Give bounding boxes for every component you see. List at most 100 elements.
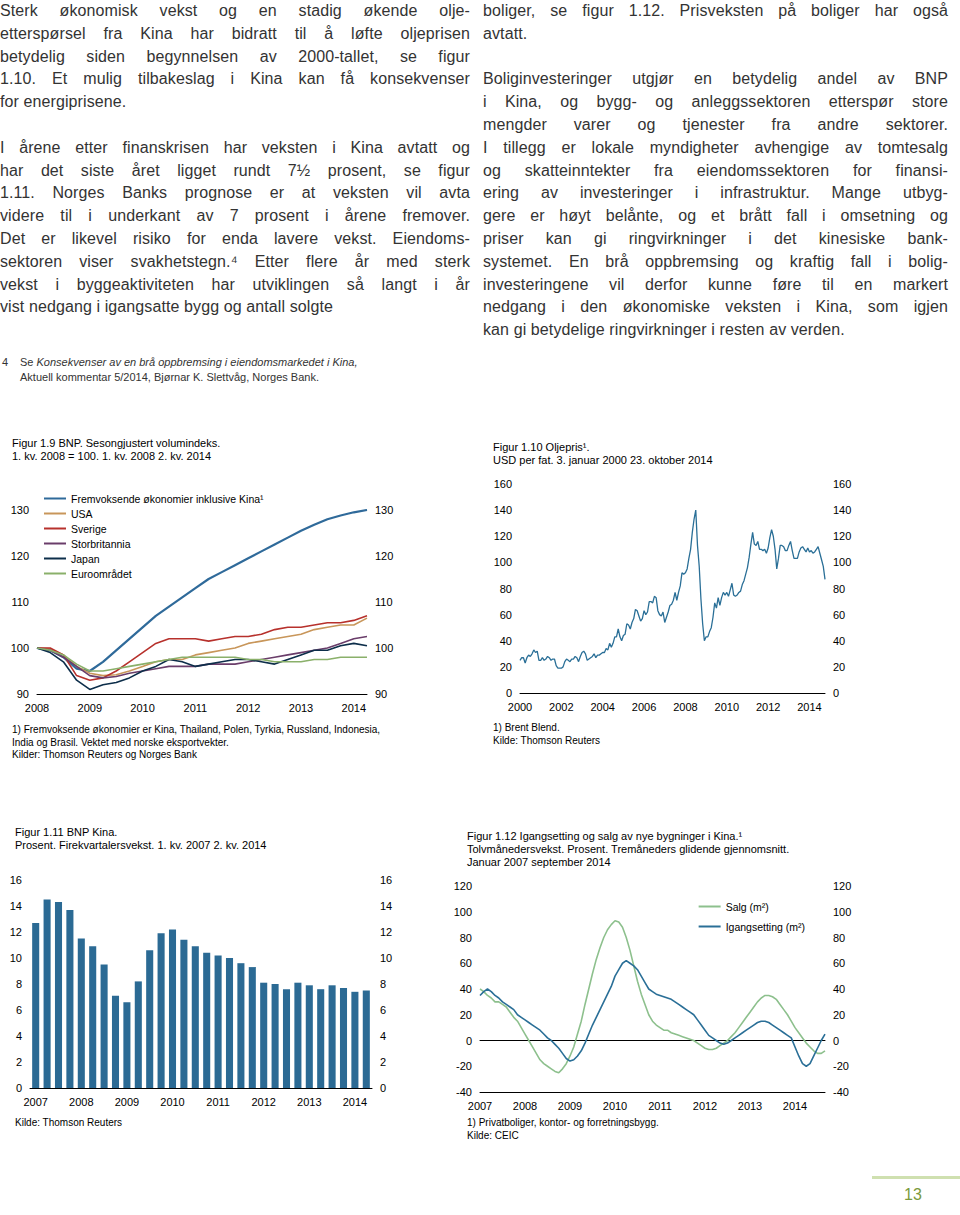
svg-text:130: 130: [11, 504, 29, 516]
svg-text:2012: 2012: [756, 701, 780, 713]
svg-text:2011: 2011: [206, 1096, 230, 1108]
svg-text:Japan: Japan: [71, 553, 100, 565]
svg-text:100: 100: [375, 642, 393, 654]
svg-text:2014: 2014: [783, 1100, 807, 1112]
svg-text:2013: 2013: [297, 1096, 321, 1108]
svg-text:0: 0: [380, 1082, 386, 1094]
svg-text:2000: 2000: [508, 701, 532, 713]
svg-text:2008: 2008: [25, 702, 49, 714]
svg-text:2011: 2011: [648, 1100, 672, 1112]
svg-text:80: 80: [833, 932, 845, 944]
svg-text:2009: 2009: [78, 702, 102, 714]
svg-text:140: 140: [494, 504, 512, 516]
svg-text:90: 90: [17, 688, 29, 700]
svg-text:2010: 2010: [160, 1096, 184, 1108]
svg-text:2012: 2012: [251, 1096, 275, 1108]
svg-text:100: 100: [11, 642, 29, 654]
svg-text:2010: 2010: [130, 702, 154, 714]
svg-text:Fremvoksende økonomier inklusi: Fremvoksende økonomier inklusive Kina¹: [71, 493, 264, 505]
svg-text:60: 60: [500, 609, 512, 621]
svg-text:4: 4: [380, 1030, 386, 1042]
svg-text:12: 12: [380, 926, 392, 938]
svg-text:120: 120: [454, 880, 472, 892]
svg-text:4: 4: [16, 1030, 22, 1042]
svg-text:10: 10: [380, 952, 392, 964]
svg-text:2: 2: [16, 1056, 22, 1068]
svg-text:20: 20: [500, 661, 512, 673]
svg-text:10: 10: [10, 952, 22, 964]
svg-text:2007: 2007: [23, 1096, 47, 1108]
svg-text:2010: 2010: [715, 701, 739, 713]
svg-text:USA: USA: [71, 508, 93, 520]
svg-text:40: 40: [500, 635, 512, 647]
svg-text:8: 8: [16, 978, 22, 990]
svg-text:60: 60: [833, 957, 845, 969]
svg-text:160: 160: [833, 478, 851, 490]
svg-text:2014: 2014: [797, 701, 821, 713]
svg-text:Sverige: Sverige: [71, 523, 107, 535]
svg-text:2008: 2008: [69, 1096, 93, 1108]
svg-text:60: 60: [460, 957, 472, 969]
svg-text:2009: 2009: [558, 1100, 582, 1112]
svg-text:0: 0: [833, 687, 839, 699]
svg-text:-20: -20: [456, 1060, 472, 1072]
svg-text:16: 16: [380, 874, 392, 886]
svg-text:120: 120: [833, 880, 851, 892]
svg-text:80: 80: [460, 932, 472, 944]
svg-text:40: 40: [833, 983, 845, 995]
svg-text:120: 120: [494, 530, 512, 542]
svg-text:100: 100: [494, 556, 512, 568]
svg-text:2013: 2013: [289, 702, 313, 714]
svg-text:0: 0: [16, 1082, 22, 1094]
svg-text:2014: 2014: [343, 1096, 367, 1108]
svg-text:14: 14: [10, 900, 22, 912]
svg-text:0: 0: [833, 1035, 839, 1047]
svg-text:2004: 2004: [590, 701, 614, 713]
svg-text:100: 100: [454, 906, 472, 918]
svg-text:160: 160: [494, 478, 512, 490]
svg-text:60: 60: [833, 609, 845, 621]
svg-text:-40: -40: [833, 1086, 849, 1098]
svg-text:20: 20: [460, 1009, 472, 1021]
svg-text:120: 120: [11, 550, 29, 562]
svg-text:14: 14: [380, 900, 392, 912]
svg-text:130: 130: [375, 504, 393, 516]
svg-text:110: 110: [375, 596, 393, 608]
svg-text:2011: 2011: [184, 702, 208, 714]
svg-text:20: 20: [833, 661, 845, 673]
svg-text:120: 120: [833, 530, 851, 542]
svg-text:12: 12: [10, 926, 22, 938]
svg-text:110: 110: [11, 596, 29, 608]
svg-text:2012: 2012: [236, 702, 260, 714]
svg-text:80: 80: [500, 583, 512, 595]
svg-text:80: 80: [833, 583, 845, 595]
svg-text:100: 100: [833, 906, 851, 918]
svg-text:-40: -40: [456, 1086, 472, 1098]
svg-text:2006: 2006: [632, 701, 656, 713]
svg-text:6: 6: [16, 1004, 22, 1016]
svg-text:Igangsetting (m²): Igangsetting (m²): [726, 921, 805, 933]
svg-text:2007: 2007: [468, 1100, 492, 1112]
svg-text:0: 0: [506, 687, 512, 699]
svg-text:8: 8: [380, 978, 386, 990]
svg-text:-20: -20: [833, 1060, 849, 1072]
svg-text:2012: 2012: [693, 1100, 717, 1112]
svg-text:2008: 2008: [513, 1100, 537, 1112]
svg-text:2010: 2010: [603, 1100, 627, 1112]
svg-text:6: 6: [380, 1004, 386, 1016]
svg-text:100: 100: [833, 556, 851, 568]
svg-text:90: 90: [375, 688, 387, 700]
svg-text:2002: 2002: [549, 701, 573, 713]
svg-text:Euroområdet: Euroområdet: [71, 568, 132, 580]
svg-text:20: 20: [833, 1009, 845, 1021]
svg-text:40: 40: [833, 635, 845, 647]
svg-text:0: 0: [466, 1035, 472, 1047]
svg-text:2: 2: [380, 1056, 386, 1068]
svg-text:40: 40: [460, 983, 472, 995]
svg-text:2014: 2014: [342, 702, 366, 714]
svg-text:2008: 2008: [673, 701, 697, 713]
svg-text:Storbritannia: Storbritannia: [71, 538, 131, 550]
svg-text:140: 140: [833, 504, 851, 516]
svg-text:2013: 2013: [738, 1100, 762, 1112]
svg-text:Salg (m²): Salg (m²): [726, 901, 769, 913]
